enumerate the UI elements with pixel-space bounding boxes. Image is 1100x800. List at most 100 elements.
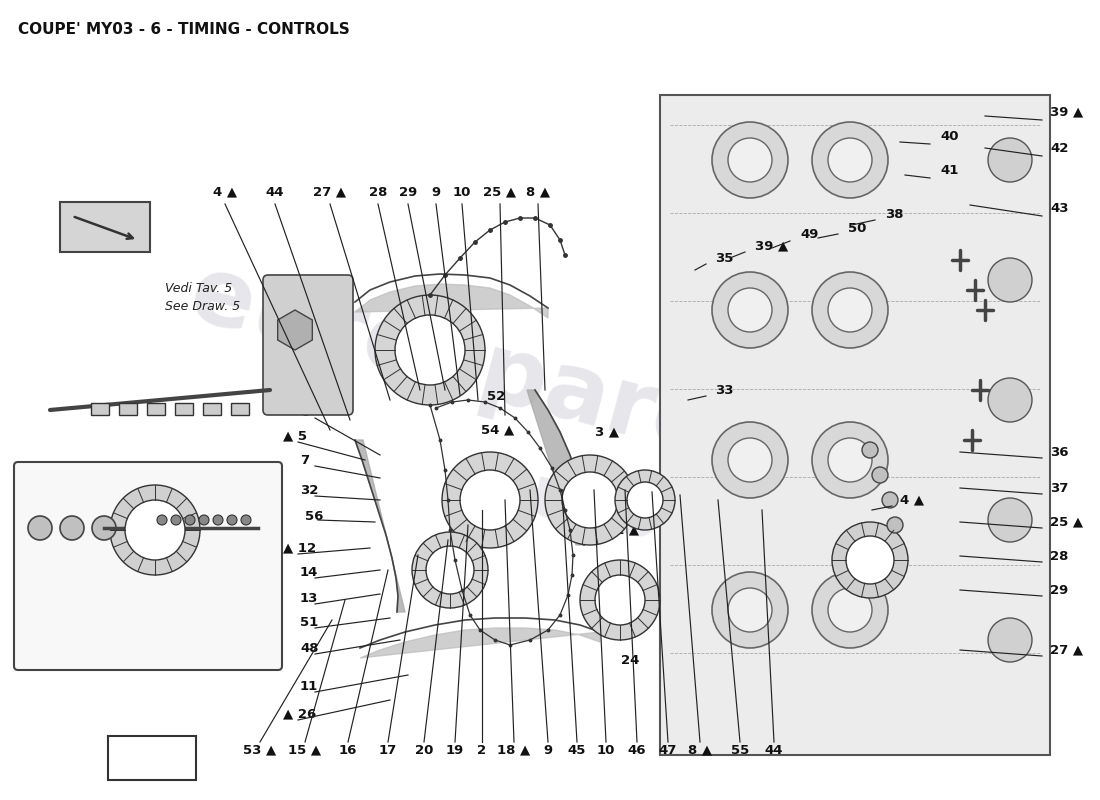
Circle shape <box>832 522 908 598</box>
Text: Valid till engine Nr. 76866: Valid till engine Nr. 76866 <box>26 658 205 671</box>
Circle shape <box>988 138 1032 182</box>
Text: 30: 30 <box>33 489 52 502</box>
Text: 41: 41 <box>940 163 958 177</box>
Circle shape <box>728 288 772 332</box>
Bar <box>60 202 150 252</box>
Text: 45: 45 <box>568 743 586 757</box>
Circle shape <box>627 482 663 518</box>
Text: 38: 38 <box>886 209 903 222</box>
Circle shape <box>846 536 894 584</box>
Circle shape <box>170 515 182 525</box>
Polygon shape <box>527 390 586 545</box>
Circle shape <box>872 467 888 483</box>
Circle shape <box>712 572 788 648</box>
Circle shape <box>887 517 903 533</box>
Circle shape <box>213 515 223 525</box>
Text: 35: 35 <box>715 251 734 265</box>
Bar <box>108 736 196 780</box>
Circle shape <box>988 378 1032 422</box>
Text: COUPE' MY03 - 6 - TIMING - CONTROLS: COUPE' MY03 - 6 - TIMING - CONTROLS <box>18 22 350 37</box>
Circle shape <box>812 122 888 198</box>
Circle shape <box>60 516 84 540</box>
Circle shape <box>728 138 772 182</box>
Circle shape <box>412 532 488 608</box>
Text: 7: 7 <box>300 454 309 466</box>
Text: See Draw. 5: See Draw. 5 <box>165 300 240 313</box>
Polygon shape <box>355 440 405 612</box>
Circle shape <box>562 472 618 528</box>
Circle shape <box>227 515 236 525</box>
Text: eurospares: eurospares <box>179 248 780 492</box>
Circle shape <box>828 138 872 182</box>
Circle shape <box>728 438 772 482</box>
Text: 25 ▲: 25 ▲ <box>1050 515 1084 529</box>
Text: Vedi Tav. 5: Vedi Tav. 5 <box>165 282 232 295</box>
Circle shape <box>712 422 788 498</box>
Text: 54 ▲: 54 ▲ <box>482 423 515 437</box>
Text: 53 ▲: 53 ▲ <box>243 743 276 757</box>
Circle shape <box>125 500 185 560</box>
Text: 56: 56 <box>305 510 323 522</box>
Text: 32: 32 <box>300 483 318 497</box>
Text: 33: 33 <box>715 383 734 397</box>
Circle shape <box>988 498 1032 542</box>
Text: 9: 9 <box>543 743 552 757</box>
Bar <box>91 403 109 415</box>
Text: 31: 31 <box>66 489 85 502</box>
Text: 28: 28 <box>1050 550 1068 562</box>
Text: 10: 10 <box>597 743 615 757</box>
Text: 32: 32 <box>99 489 118 502</box>
Text: 16: 16 <box>339 743 358 757</box>
Text: Vale fino al motore No. 76866: Vale fino al motore No. 76866 <box>26 640 232 653</box>
Circle shape <box>712 272 788 348</box>
Circle shape <box>92 516 116 540</box>
Text: ▲ 12: ▲ 12 <box>283 542 316 554</box>
Text: 44: 44 <box>764 743 783 757</box>
Circle shape <box>812 572 888 648</box>
Text: 19: 19 <box>446 743 464 757</box>
Text: 11: 11 <box>300 679 318 693</box>
Text: 39 ▲: 39 ▲ <box>1050 106 1084 118</box>
Bar <box>119 403 138 415</box>
Text: 55: 55 <box>730 743 749 757</box>
Circle shape <box>442 452 538 548</box>
Circle shape <box>615 470 675 530</box>
Text: 14: 14 <box>300 566 318 578</box>
Circle shape <box>862 442 878 458</box>
Circle shape <box>395 315 465 385</box>
Text: 40: 40 <box>940 130 958 142</box>
Circle shape <box>544 455 635 545</box>
FancyBboxPatch shape <box>14 462 282 670</box>
Circle shape <box>375 295 485 405</box>
Circle shape <box>110 485 200 575</box>
Text: 28: 28 <box>368 186 387 198</box>
Text: 43: 43 <box>1050 202 1068 214</box>
Polygon shape <box>277 310 312 350</box>
Text: 8 ▲: 8 ▲ <box>526 186 550 198</box>
Text: 13: 13 <box>300 591 318 605</box>
Text: 15 ▲: 15 ▲ <box>288 743 321 757</box>
Text: 44: 44 <box>266 186 284 198</box>
Text: 51: 51 <box>300 615 318 629</box>
Text: 52: 52 <box>487 390 505 402</box>
Text: 34: 34 <box>163 467 182 481</box>
Circle shape <box>728 588 772 632</box>
Circle shape <box>712 122 788 198</box>
Bar <box>231 403 249 415</box>
Text: 37: 37 <box>1050 482 1068 494</box>
Text: 3 ▲: 3 ▲ <box>595 426 619 438</box>
Circle shape <box>812 422 888 498</box>
Polygon shape <box>355 284 548 318</box>
Text: 39 ▲: 39 ▲ <box>755 239 789 253</box>
Circle shape <box>988 618 1032 662</box>
Text: 49: 49 <box>800 229 818 242</box>
Text: 4 ▲: 4 ▲ <box>213 186 238 198</box>
Circle shape <box>882 492 898 508</box>
Text: 47: 47 <box>659 743 678 757</box>
Text: 29: 29 <box>1050 583 1068 597</box>
Text: ▲ 26: ▲ 26 <box>283 707 317 721</box>
Text: 22: 22 <box>620 566 639 578</box>
Text: 4 ▲: 4 ▲ <box>900 494 924 506</box>
Text: 18 ▲: 18 ▲ <box>497 743 530 757</box>
Text: 2: 2 <box>477 743 486 757</box>
